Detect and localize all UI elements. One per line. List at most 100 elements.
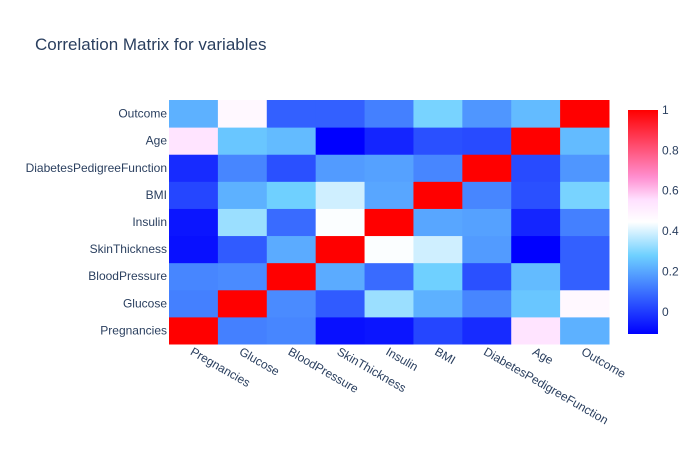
heatmap-cell-Outcome-Outcome [560,100,610,128]
heatmap-cell-Insulin-Age [511,208,561,237]
heatmap-cell-Glucose-BloodPressure [266,289,317,318]
heatmap-cell-BloodPressure-BloodPressure [266,262,317,291]
heatmap-cell-BloodPressure-Outcome [560,262,610,291]
heatmap-cell-BMI-Pregnancies [169,181,219,209]
heatmap-cell-Pregnancies-Outcome [560,316,610,345]
heatmap-cell-BloodPressure-Insulin [364,262,414,291]
y-tick-label: Age [146,134,168,148]
heatmap-cell-Age-DiabetesPedigreeFunction [462,127,512,155]
y-tick-label: Outcome [118,107,167,121]
heatmap-cell-Outcome-BloodPressure [266,100,317,128]
heatmap-cell-SkinThickness-Glucose [217,235,268,264]
heatmap-cell-DiabetesPedigreeFunction-SkinThickness [315,154,366,182]
heatmap-cell-Age-Pregnancies [169,127,219,155]
heatmap-cell-Glucose-Age [511,289,561,318]
y-axis-tick-labels: Pregnancies Glucose BloodPressure SkinThick… [26,107,168,338]
heatmap-cell-Pregnancies-SkinThickness [315,316,366,345]
heatmap-cell-Glucose-Outcome [560,289,610,318]
colorbar-tick-label: 0.8 [662,143,679,157]
heatmap-cell-SkinThickness-Age [511,235,561,264]
heatmap-cell-Age-Insulin [364,127,414,155]
heatmap-cell-BloodPressure-Pregnancies [169,262,219,291]
chart-title: Correlation Matrix for variables [35,35,266,54]
heatmap-cell-BloodPressure-Age [511,262,561,291]
colorbar-tick-label: 0.6 [662,184,679,198]
heatmap-cell-Insulin-Glucose [217,208,268,237]
y-tick-label: Glucose [123,296,167,310]
heatmap-cell-Pregnancies-Age [511,316,561,345]
heatmap-cell-Insulin-Pregnancies [169,208,219,237]
heatmap-cell-DiabetesPedigreeFunction-Age [511,154,561,182]
heatmap-cell-SkinThickness-Pregnancies [169,235,219,264]
y-tick-label: BMI [146,188,167,202]
heatmap-cell-SkinThickness-BMI [413,235,463,264]
heatmap-cell-Insulin-Outcome [560,208,610,237]
heatmap-cells [169,100,610,345]
heatmap-cell-DiabetesPedigreeFunction-DiabetesPedigreeFunction [462,154,512,182]
heatmap-cell-BMI-BMI [413,181,463,209]
heatmap-cell-BMI-Outcome [560,181,610,209]
heatmap-cell-Pregnancies-BMI [413,316,463,345]
heatmap-cell-BloodPressure-BMI [413,262,463,291]
colorbar-gradient [628,110,658,334]
colorbar: 0 0.2 0.4 0.6 0.8 1 [628,103,679,334]
y-tick-label: Pregnancies [100,323,167,337]
heatmap-cell-Outcome-Pregnancies [169,100,219,128]
heatmap-cell-Insulin-BloodPressure [266,208,317,237]
heatmap-cell-Glucose-DiabetesPedigreeFunction [462,289,512,318]
heatmap-cell-Glucose-Glucose [217,289,268,318]
x-tick-label: BMI [432,344,457,367]
heatmap-cell-Pregnancies-Insulin [364,316,414,345]
heatmap-cell-Glucose-SkinThickness [315,289,366,318]
heatmap-cell-BMI-Age [511,181,561,209]
heatmap-cell-DiabetesPedigreeFunction-Insulin [364,154,414,182]
colorbar-tick-label: 0 [662,305,669,319]
heatmap-cell-DiabetesPedigreeFunction-BMI [413,154,463,182]
heatmap-cell-Outcome-Insulin [364,100,414,128]
heatmap-cell-DiabetesPedigreeFunction-BloodPressure [266,154,317,182]
heatmap-cell-DiabetesPedigreeFunction-Outcome [560,154,610,182]
heatmap-cell-Age-Age [511,127,561,155]
heatmap-cell-Pregnancies-Glucose [217,316,268,345]
heatmap-cell-SkinThickness-SkinThickness [315,235,366,264]
heatmap-cell-Insulin-SkinThickness [315,208,366,237]
colorbar-tick-label: 0.4 [662,224,679,238]
heatmap-cell-Outcome-Age [511,100,561,128]
heatmap-cell-Outcome-DiabetesPedigreeFunction [462,100,512,128]
heatmap-cell-BMI-DiabetesPedigreeFunction [462,181,512,209]
x-tick-label: Outcome [579,344,628,381]
heatmap-cell-Glucose-BMI [413,289,463,318]
heatmap-cell-Age-BMI [413,127,463,155]
heatmap-cell-BloodPressure-DiabetesPedigreeFunction [462,262,512,291]
heatmap-cell-BloodPressure-Glucose [217,262,268,291]
heatmap-cell-Insulin-BMI [413,208,463,237]
heatmap-cell-BloodPressure-SkinThickness [315,262,366,291]
heatmap-cell-BMI-BloodPressure [266,181,317,209]
heatmap-cell-Age-BloodPressure [266,127,317,155]
heatmap-cell-SkinThickness-DiabetesPedigreeFunction [462,235,512,264]
heatmap-cell-Age-Glucose [217,127,268,155]
heatmap-cell-DiabetesPedigreeFunction-Glucose [217,154,268,182]
heatmap-cell-Outcome-Glucose [217,100,268,128]
heatmap-cell-Pregnancies-BloodPressure [266,316,317,345]
heatmap-cell-SkinThickness-Insulin [364,235,414,264]
heatmap-cell-SkinThickness-BloodPressure [266,235,317,264]
heatmap-cell-Age-SkinThickness [315,127,366,155]
heatmap-cell-Glucose-Insulin [364,289,414,318]
y-tick-label: SkinThickness [90,242,167,256]
heatmap-cell-DiabetesPedigreeFunction-Pregnancies [169,154,219,182]
heatmap-cell-BMI-Insulin [364,181,414,209]
heatmap-cell-Pregnancies-Pregnancies [169,316,219,345]
heatmap-cell-Pregnancies-DiabetesPedigreeFunction [462,316,512,345]
y-tick-label: DiabetesPedigreeFunction [26,161,167,175]
heatmap-cell-SkinThickness-Outcome [560,235,610,264]
y-tick-label: Insulin [132,215,167,229]
colorbar-tick-label: 0.2 [662,264,679,278]
heatmap-cell-Outcome-BMI [413,100,463,128]
heatmap-cell-Age-Outcome [560,127,610,155]
heatmap-cell-Outcome-SkinThickness [315,100,366,128]
heatmap-cell-Insulin-DiabetesPedigreeFunction [462,208,512,237]
